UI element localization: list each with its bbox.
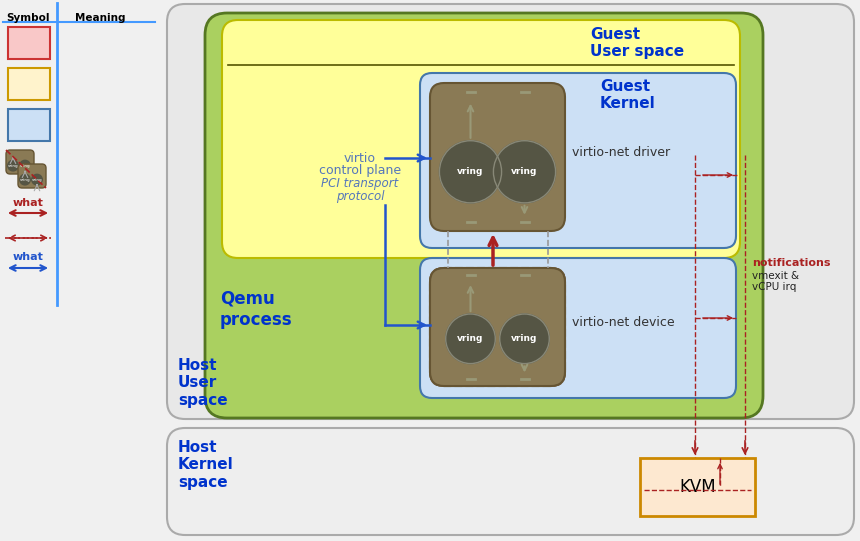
Text: vring: vring [512, 167, 538, 176]
Circle shape [32, 174, 42, 185]
Text: what: what [13, 198, 44, 208]
FancyBboxPatch shape [18, 164, 46, 188]
FancyBboxPatch shape [167, 4, 854, 419]
FancyBboxPatch shape [430, 83, 565, 231]
Text: vring: vring [512, 334, 538, 344]
FancyBboxPatch shape [222, 20, 740, 258]
Text: vring: vring [20, 177, 30, 182]
Circle shape [445, 314, 495, 364]
Text: vring: vring [20, 163, 30, 168]
Text: vmexit &: vmexit & [752, 271, 799, 281]
Text: vring: vring [458, 167, 483, 176]
Text: vring: vring [32, 177, 42, 182]
Text: notifications: notifications [752, 258, 831, 268]
Text: virtio: virtio [344, 152, 376, 165]
Text: vring: vring [458, 334, 483, 344]
Text: virtio-net driver: virtio-net driver [572, 146, 670, 159]
Bar [8, 68, 50, 100]
FancyBboxPatch shape [420, 258, 736, 398]
FancyBboxPatch shape [430, 268, 565, 386]
Circle shape [8, 160, 18, 171]
FancyBboxPatch shape [6, 150, 34, 174]
Text: Guest
Kernel: Guest Kernel [600, 79, 655, 111]
Text: what: what [13, 252, 44, 262]
Text: Symbol: Symbol [6, 13, 50, 23]
FancyBboxPatch shape [205, 13, 763, 418]
FancyBboxPatch shape [430, 268, 565, 386]
Text: control plane: control plane [319, 164, 401, 177]
Text: vring: vring [8, 163, 18, 168]
Text: Host
Kernel
space: Host Kernel space [178, 440, 234, 490]
Circle shape [494, 141, 556, 203]
Circle shape [20, 160, 30, 171]
FancyBboxPatch shape [430, 268, 565, 386]
Circle shape [20, 174, 30, 185]
Text: Meaning: Meaning [75, 13, 126, 23]
FancyBboxPatch shape [167, 428, 854, 535]
Text: Guest
User space: Guest User space [590, 27, 684, 60]
Text: KVM: KVM [679, 478, 716, 496]
Text: PCI transport: PCI transport [322, 177, 399, 190]
Bar [640, 458, 755, 516]
Bar [8, 109, 50, 141]
Text: protocol: protocol [335, 190, 384, 203]
Circle shape [439, 141, 501, 203]
Bar [8, 27, 50, 59]
Text: Qemu
process: Qemu process [220, 290, 292, 329]
Text: virtio-net device: virtio-net device [572, 316, 674, 329]
Text: vCPU irq: vCPU irq [752, 282, 796, 292]
Circle shape [500, 314, 550, 364]
FancyBboxPatch shape [420, 73, 736, 248]
Text: Host
User
space: Host User space [178, 358, 228, 408]
